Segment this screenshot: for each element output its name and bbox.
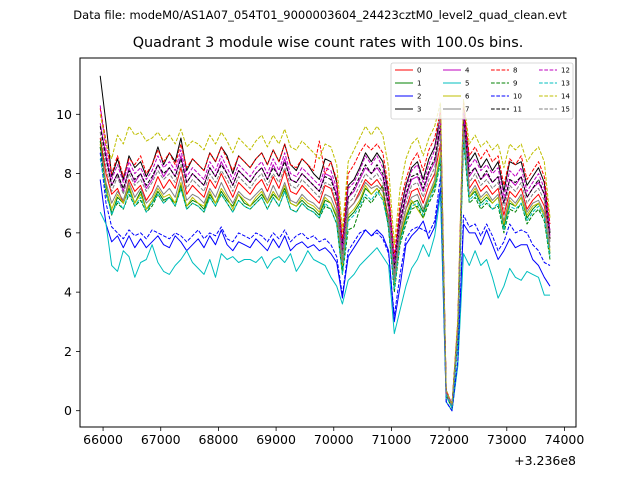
- series-group: [99, 75, 551, 412]
- chart-title: Quadrant 3 module wise count rates with …: [132, 35, 524, 51]
- series-line-5: [99, 193, 550, 412]
- series-line-10: [99, 152, 551, 412]
- series-line-2: [99, 179, 551, 412]
- y-tick-label: 2: [64, 344, 72, 359]
- x-tick-label: 66000: [83, 432, 123, 447]
- series-line-7: [99, 104, 551, 409]
- y-tick-label: 10: [56, 107, 72, 122]
- legend-label-3: 3: [417, 106, 421, 114]
- data-file-suptitle: Data file: modeM0/AS1A07_054T01_90000036…: [73, 8, 567, 22]
- x-offset-label: +3.236e8: [514, 453, 576, 468]
- y-tick-label: 4: [64, 285, 72, 300]
- x-tick-label: 74000: [545, 432, 585, 447]
- x-tick-label: 72000: [429, 432, 469, 447]
- x-tick-label: 73000: [487, 432, 527, 447]
- series-line-0: [99, 125, 551, 406]
- series-line-9: [99, 140, 551, 409]
- series-line-12: [99, 105, 551, 406]
- legend-frame: [390, 62, 574, 120]
- x-tick-label: 69000: [256, 432, 296, 447]
- legend-label-0: 0: [417, 67, 421, 75]
- series-line-8: [99, 102, 551, 406]
- legend-label-7: 7: [465, 106, 469, 114]
- legend-label-8: 8: [513, 67, 517, 75]
- series-line-15: [99, 125, 551, 406]
- legend-label-11: 11: [513, 106, 522, 114]
- x-tick-label: 67000: [141, 432, 181, 447]
- legend-label-12: 12: [561, 67, 570, 75]
- series-line-11: [99, 119, 551, 406]
- legend-label-10: 10: [513, 93, 522, 101]
- legend-label-9: 9: [513, 80, 517, 88]
- legend-label-13: 13: [561, 80, 570, 88]
- legend-label-4: 4: [465, 67, 470, 75]
- series-line-4: [99, 113, 551, 406]
- series-line-6: [99, 131, 551, 409]
- series-line-14: [99, 99, 551, 406]
- legend-label-2: 2: [417, 93, 421, 101]
- legend-label-5: 5: [465, 80, 469, 88]
- x-tick-label: 68000: [199, 432, 239, 447]
- series-line-13: [99, 137, 551, 409]
- legend-label-14: 14: [561, 93, 570, 101]
- legend-label-6: 6: [465, 93, 470, 101]
- y-tick-label: 0: [64, 403, 72, 418]
- legend-label-1: 1: [417, 80, 421, 88]
- legend-label-15: 15: [561, 106, 570, 114]
- series-line-3: [99, 75, 551, 406]
- x-tick-label: 71000: [372, 432, 412, 447]
- y-tick-label: 6: [64, 225, 72, 240]
- plot-frame: [79, 57, 577, 428]
- x-tick-label: 70000: [314, 432, 354, 447]
- y-tick-label: 8: [64, 166, 72, 181]
